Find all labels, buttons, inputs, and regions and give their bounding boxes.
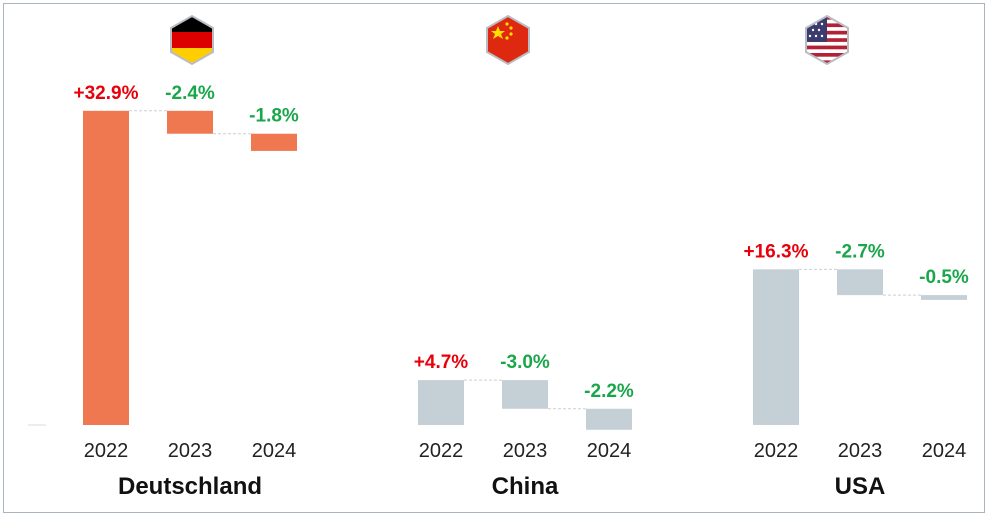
year-label: 2023 bbox=[838, 440, 883, 462]
bar-2024 bbox=[921, 295, 967, 300]
china-flag-icon bbox=[486, 14, 530, 66]
data-label: -1.8% bbox=[249, 106, 299, 127]
year-label: 2023 bbox=[503, 440, 548, 462]
bar-2024 bbox=[251, 133, 297, 151]
data-label: +16.3% bbox=[744, 241, 809, 262]
bar-2023 bbox=[502, 380, 548, 409]
year-label: 2024 bbox=[252, 440, 297, 462]
panel-deutschland: +32.9% 2022 -2.4% 2023 -1.8% 2024 Deutschland bbox=[74, 83, 299, 500]
data-label: -3.0% bbox=[500, 352, 550, 373]
panel-china: +4.7% 2022 -3.0% 2023 -2.2% 2024 China bbox=[414, 352, 634, 500]
bar-2023 bbox=[837, 269, 883, 296]
year-label: 2023 bbox=[168, 440, 213, 462]
year-label: 2022 bbox=[754, 440, 799, 462]
usa-flag-icon bbox=[805, 14, 849, 66]
bar-2022 bbox=[753, 269, 799, 425]
country-label: USA bbox=[835, 473, 886, 500]
country-label: Deutschland bbox=[118, 473, 262, 500]
panel-usa: +16.3% 2022 -2.7% 2023 -0.5% 2024 USA bbox=[744, 241, 969, 500]
germany-flag-icon bbox=[170, 14, 214, 66]
bar-2022 bbox=[418, 380, 464, 425]
bar-2023 bbox=[167, 110, 213, 134]
data-label: -0.5% bbox=[919, 267, 969, 288]
year-label: 2022 bbox=[419, 440, 464, 462]
bar-2024 bbox=[586, 408, 632, 430]
data-label: -2.2% bbox=[584, 381, 634, 402]
year-label: 2024 bbox=[922, 440, 967, 462]
data-label: +4.7% bbox=[414, 352, 469, 373]
data-label: +32.9% bbox=[74, 83, 139, 104]
data-label: -2.4% bbox=[165, 83, 215, 104]
chart-frame bbox=[3, 3, 985, 513]
year-label: 2024 bbox=[587, 440, 632, 462]
country-label: China bbox=[492, 473, 559, 500]
data-label: -2.7% bbox=[835, 241, 885, 262]
bar-2022 bbox=[83, 110, 129, 426]
year-label: 2022 bbox=[84, 440, 129, 462]
